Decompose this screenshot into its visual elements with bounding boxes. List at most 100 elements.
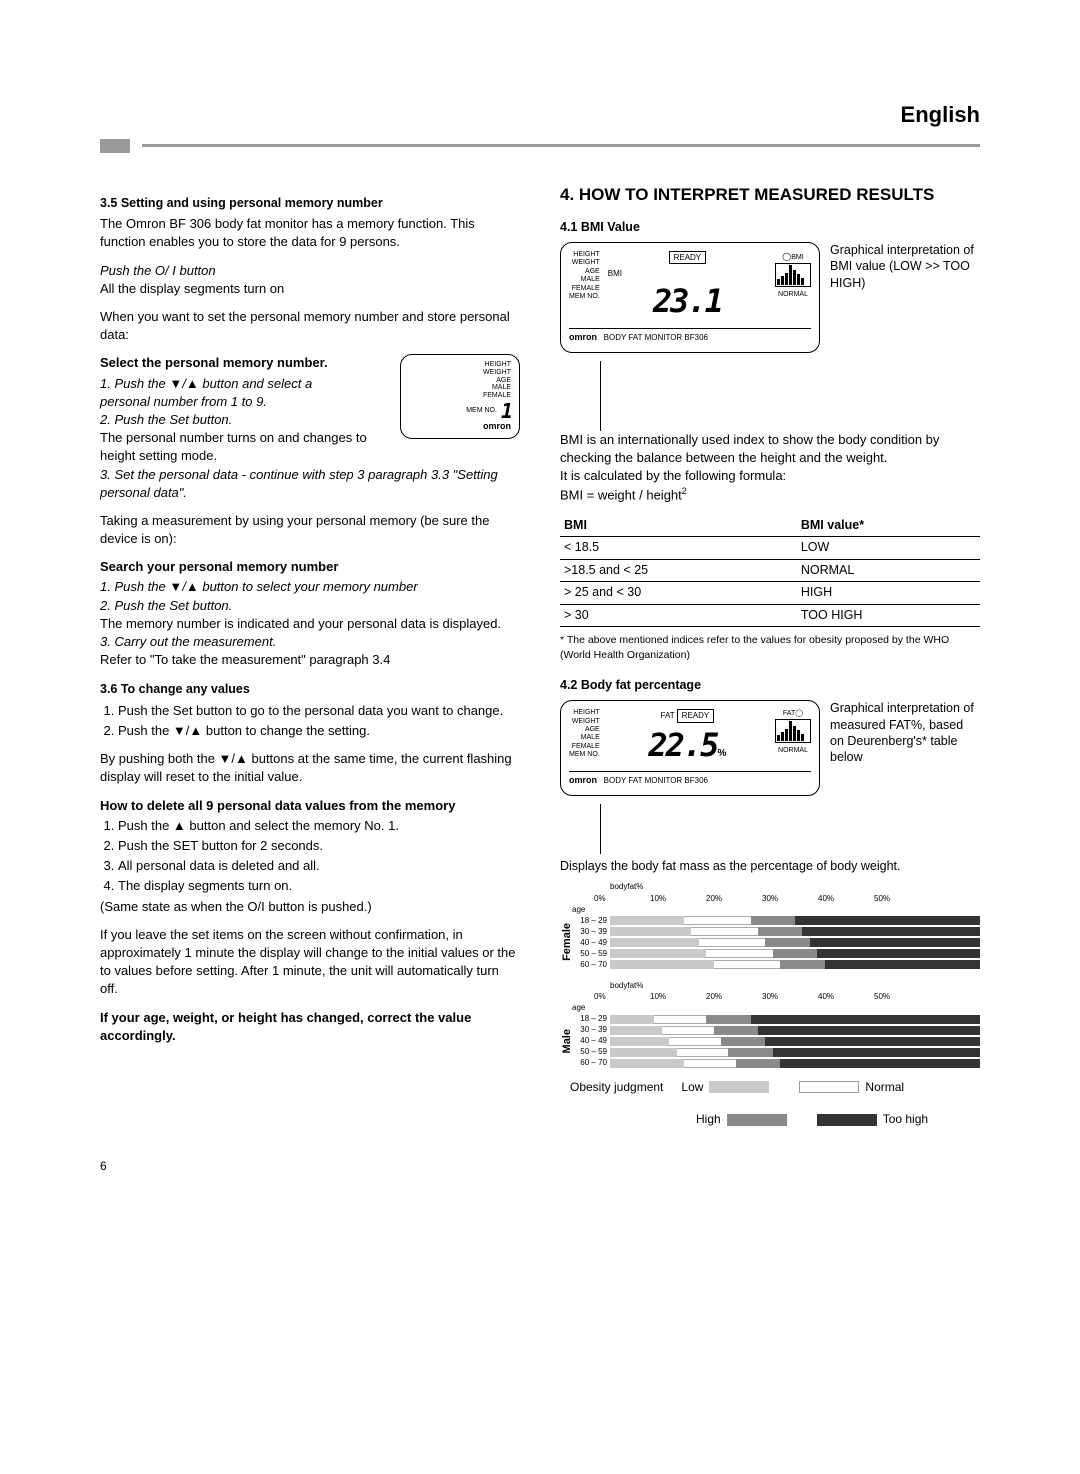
bmi-cell: > 30 [560, 604, 797, 627]
fat-device-labels: HEIGHT WEIGHT AGE MALE FEMALE MEM NO. [569, 709, 600, 759]
heading-4-2: 4.2 Body fat percentage [560, 677, 980, 695]
bf-row: 60 – 70 [576, 1058, 980, 1069]
d-age: AGE [569, 268, 600, 276]
tick: 30% [762, 991, 818, 1002]
bf-seg [751, 1015, 980, 1024]
bmi-explain-1: BMI is an internationally used index to … [560, 431, 980, 467]
bf-seg [751, 916, 795, 925]
delete-step-3: All personal data is deleted and all. [118, 857, 520, 875]
bmi-value: 23.1 [608, 279, 767, 324]
fat-value: 22.5 [648, 726, 717, 764]
fat-pointer-line [600, 804, 660, 854]
d-female: FEMALE [569, 743, 600, 751]
bmi-cell: > 25 and < 30 [560, 582, 797, 605]
header-grey-box [100, 139, 130, 153]
fat-brand-line: omron BODY FAT MONITOR BF306 [569, 771, 811, 787]
bf-seg [684, 916, 751, 925]
bmi-formula-text: BMI = weight / height [560, 488, 682, 503]
delete-step-2: Push the SET button for 2 seconds. [118, 837, 520, 855]
fat-normal-label: NORMAL [775, 746, 811, 756]
device-small-illustration: HEIGHT WEIGHT AGE MALE FEMALE MEM NO. 1 … [400, 354, 520, 438]
d-age: AGE [569, 726, 600, 734]
fat-device-wrap: Graphical interpretation of measured FAT… [560, 700, 820, 854]
bf-seg [780, 1059, 980, 1068]
bf-bar [610, 1015, 980, 1024]
swatch-norm-icon [799, 1081, 859, 1093]
bodyfat-chart: bodyfat% 0% 10% 20% 30% 40% 50% age Fema… [560, 881, 980, 1128]
delete-step-1: Push the ▲ button and select the memory … [118, 817, 520, 835]
bf-seg [765, 1037, 980, 1046]
bmi-cell: < 18.5 [560, 537, 797, 560]
bf-age-cell: 18 – 29 [576, 915, 610, 926]
change-step-2: Push the ▼/▲ button to change the settin… [118, 722, 520, 740]
bf-seg [610, 1015, 654, 1024]
d-height: HEIGHT [569, 709, 600, 717]
fat-caption: Displays the body fat mass as the percen… [560, 858, 980, 876]
bf-age-cell: 60 – 70 [576, 1057, 610, 1068]
legend-title: Obesity judgment [570, 1079, 663, 1096]
tick: 50% [874, 991, 930, 1002]
bf-age-cell: 50 – 59 [576, 1046, 610, 1057]
fat-bar-icon [775, 719, 811, 743]
bf-bar [610, 1037, 980, 1046]
bf-seg [802, 927, 980, 936]
bmi-row: < 18.5LOW [560, 537, 980, 560]
device-lbl-memno: MEM NO. [409, 407, 497, 415]
bodyfat-male-block: bodyfat% 0% 10% 20% 30% 40% 50% age Male… [560, 980, 980, 1069]
change-reset-para: By pushing both the ▼/▲ buttons at the s… [100, 750, 520, 786]
bf-seg [758, 1026, 980, 1035]
bmi-footnote: * The above mentioned indices refer to t… [560, 633, 980, 662]
bf-age-label-m: age [560, 1002, 980, 1013]
fat-model: BODY FAT MONITOR BF306 [604, 776, 708, 785]
bf-bar [610, 1026, 980, 1035]
fat-side-note: Graphical interpretation of measured FAT… [830, 700, 980, 765]
leave-items-para: If you leave the set items on the screen… [100, 926, 520, 999]
bmi-table: BMIBMI value* < 18.5LOW >18.5 and < 25NO… [560, 515, 980, 628]
device-lbl-height: HEIGHT [409, 361, 511, 369]
bf-age-cell: 30 – 39 [576, 1024, 610, 1035]
bmi-th-1: BMI [560, 515, 797, 537]
fat-circle-label: FAT [783, 710, 795, 717]
bf-seg [817, 949, 980, 958]
heading-4: 4. HOW TO INTERPRET MEASURED RESULTS [560, 183, 980, 207]
bf-bar [610, 916, 980, 925]
search-step-2: 2. Push the Set button. [100, 597, 520, 615]
bf-row: 18 – 29 [576, 1014, 980, 1025]
para-push-oi: Push the O/ I button All the display seg… [100, 262, 520, 298]
device-brand: omron [409, 422, 511, 432]
bf-seg [706, 1015, 750, 1024]
tick: 10% [650, 893, 706, 904]
male-ylabel: Male [560, 1029, 576, 1053]
heading-3-5: 3.5 Setting and using personal memory nu… [100, 195, 520, 213]
fat-pct: % [717, 748, 726, 759]
bmi-side-note: Graphical interpretation of BMI value (L… [830, 242, 980, 291]
delete-same-state: (Same state as when the O/I button is pu… [100, 898, 520, 916]
bmi-cell: >18.5 and < 25 [560, 559, 797, 582]
bmi-brand: omron [569, 332, 597, 342]
search-step-1: 1. Push the ▼/▲ button to select your me… [100, 578, 520, 596]
bf-seg [654, 1015, 706, 1024]
bf-row: 50 – 59 [576, 948, 980, 959]
bf-row: 40 – 49 [576, 1036, 980, 1047]
device-lbl-female: FEMALE [409, 392, 511, 400]
bmi-normal-label: NORMAL [775, 290, 811, 300]
bf-scale-m: 0% 10% 20% 30% 40% 50% [560, 991, 980, 1002]
delete-step-4: The display segments turn on. [118, 877, 520, 895]
bf-seg [758, 927, 802, 936]
tick: 40% [818, 991, 874, 1002]
bmi-row: > 25 and < 30HIGH [560, 582, 980, 605]
bf-age-cell: 30 – 39 [576, 926, 610, 937]
bf-row: 30 – 39 [576, 926, 980, 937]
left-column: 3.5 Setting and using personal memory nu… [100, 183, 520, 1128]
d-memno: MEM NO. [569, 293, 600, 301]
swatch-low-icon [709, 1081, 769, 1093]
bf-seg [669, 1037, 721, 1046]
bf-seg [610, 1048, 677, 1057]
bf-seg [699, 938, 766, 947]
d-height: HEIGHT [569, 251, 600, 259]
d-memno: MEM NO. [569, 751, 600, 759]
swatch-toohigh-icon [817, 1114, 877, 1126]
heading-4-1: 4.1 BMI Value [560, 219, 980, 237]
legend-low: Low [681, 1080, 703, 1094]
tick: 0% [594, 893, 650, 904]
